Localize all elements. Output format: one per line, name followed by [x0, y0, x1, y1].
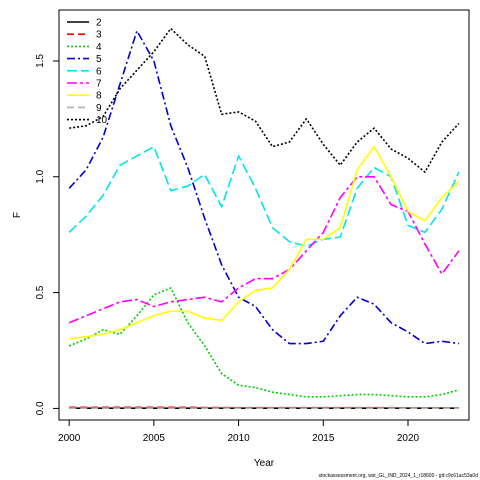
legend-label-age-3: 3	[96, 30, 102, 41]
legend-label-age-10: 10	[96, 115, 108, 126]
x-tick-label: 2005	[143, 433, 166, 444]
y-tick-label: 1.5	[35, 54, 46, 68]
footer-source-note: stockassessment.org, wst_GL_IND_2024_1_r…	[318, 473, 478, 479]
y-tick-label: 1.0	[35, 169, 46, 183]
series-line-age-4	[68, 287, 460, 398]
y-axis: 0.0 0.5 1.0 1.5	[35, 54, 60, 415]
series-line-age-6	[68, 145, 460, 248]
series-line-age-7	[68, 175, 460, 324]
x-axis-label: Year	[254, 458, 275, 469]
legend-label-age-9: 9	[96, 103, 102, 114]
legend-label-age-4: 4	[96, 42, 102, 53]
x-tick-label: 2020	[397, 433, 420, 444]
x-axis: 2000 2005 2010 2015 2020	[58, 419, 420, 444]
plot-area	[68, 27, 460, 409]
y-axis-label: F	[12, 212, 23, 218]
legend-label-age-8: 8	[96, 91, 102, 102]
legend-label-age-5: 5	[96, 54, 102, 65]
series-line-age-5	[68, 30, 459, 345]
legend-label-age-2: 2	[96, 18, 102, 29]
y-tick-label: 0.5	[35, 285, 46, 299]
y-tick-label: 0.0	[35, 401, 46, 415]
series-line-age-10	[69, 27, 460, 173]
legend-label-age-6: 6	[96, 66, 102, 77]
legend-label-age-7: 7	[96, 79, 102, 90]
x-tick-label: 2000	[58, 433, 81, 444]
series-line-age-8	[69, 145, 460, 340]
x-tick-label: 2015	[312, 433, 335, 444]
x-tick-label: 2010	[227, 433, 250, 444]
